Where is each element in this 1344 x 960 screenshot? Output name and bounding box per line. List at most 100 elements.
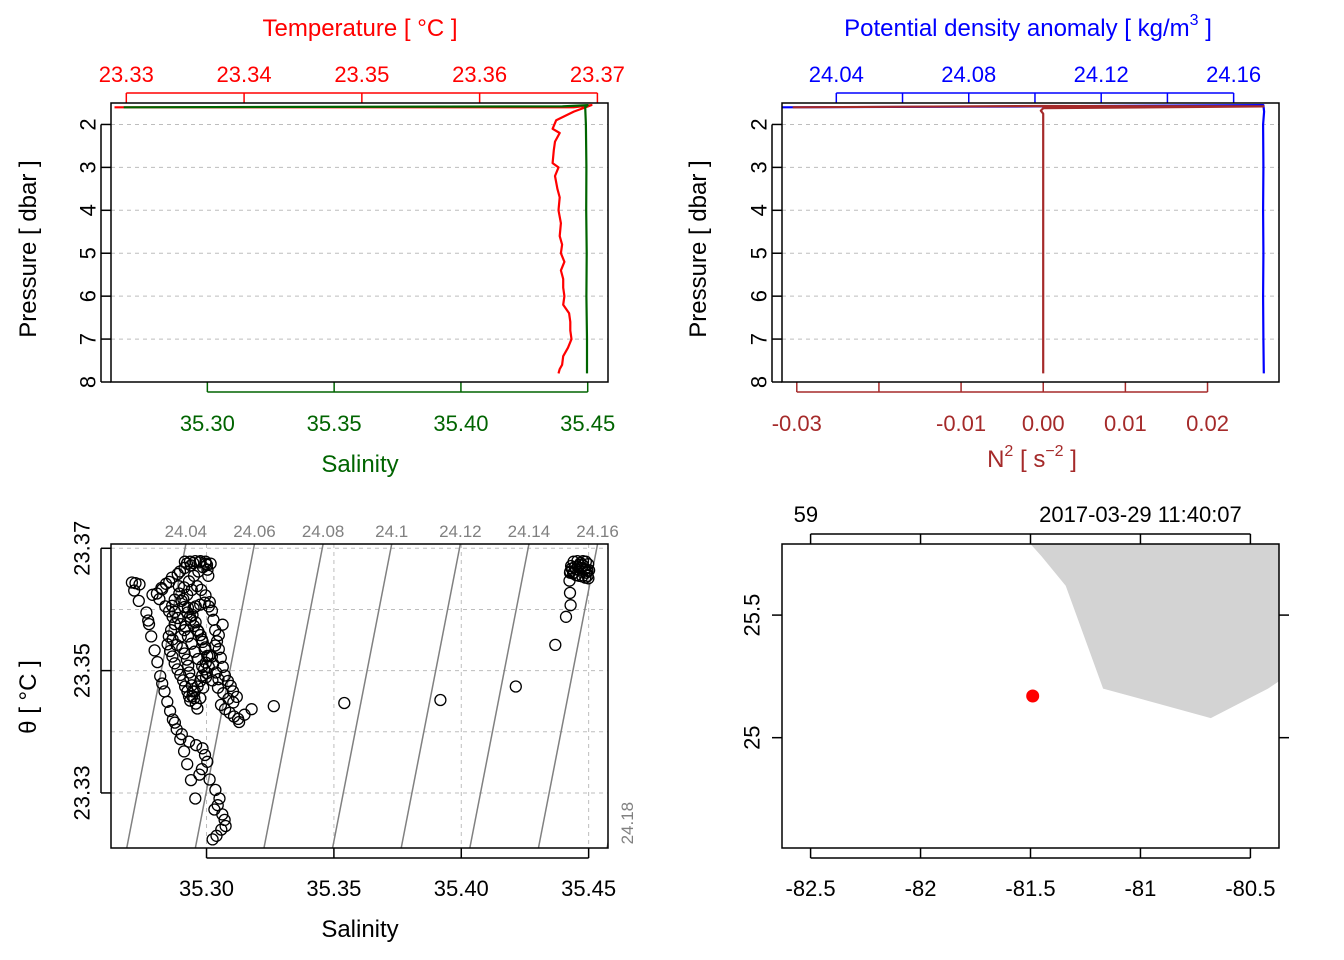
n2-tick-label: -0.03 (772, 411, 822, 436)
ts-point (203, 595, 216, 609)
ts-point (163, 704, 177, 718)
latitude-tick-label: 25 (740, 725, 765, 749)
theta-axis-label: θ [ °C ] (15, 660, 42, 734)
density-label-main: Potential density anomaly [ kg/m (844, 15, 1190, 42)
ts-point (198, 596, 211, 609)
ts-point (188, 645, 201, 658)
ts-point (184, 672, 197, 685)
ts-point (212, 643, 225, 656)
ts-point (151, 655, 164, 669)
ts-point (182, 659, 195, 672)
pressure-tick-label: 3 (747, 161, 772, 173)
ts-point (213, 792, 226, 805)
isopycnal-line (331, 544, 393, 848)
temperature-tick-label: 23.37 (570, 62, 625, 87)
ts-point (187, 602, 200, 615)
panel-station-map: -82.5 -82 -81.5 -81 -80.5 59 2017-03-29 11:40:… (740, 502, 1289, 901)
ts-point (181, 758, 194, 771)
ts-point (168, 593, 181, 606)
longitude-tick-label: -80.5 (1225, 876, 1275, 901)
ts-point (212, 628, 225, 642)
ts-point (203, 773, 216, 786)
ts-point (189, 739, 203, 752)
ts-salinity-tick-label: 35.30 (179, 876, 234, 901)
n2-label-sup: 2 (1004, 443, 1013, 460)
ts-point (434, 693, 447, 707)
n2-label-main: N (987, 446, 1004, 473)
ts-point (168, 605, 182, 619)
ts-point (549, 638, 562, 652)
ts-point (189, 792, 202, 805)
salinity-tick-label: 35.35 (307, 411, 362, 436)
pressure-tick-label: 5 (747, 247, 772, 259)
ts-point (509, 680, 522, 693)
ts-point (171, 611, 184, 625)
panel-density-n2: Potential density anomaly [ kg/m 3 ] N2 [… (685, 12, 1280, 473)
station-number-label: 59 (794, 502, 818, 527)
isopycnal-line (400, 544, 462, 848)
pressure-tick-label: 8 (76, 376, 101, 388)
theta-tick-label: 23.35 (70, 643, 95, 698)
series-salinity-line (123, 103, 589, 374)
isopycnal-label: 24.12 (439, 522, 482, 541)
n2-tick-label: 0.01 (1104, 411, 1147, 436)
isopycnal-line (263, 544, 324, 848)
ts-point (563, 586, 577, 600)
ts-point (166, 650, 179, 663)
ts-salinity-tick-label: 35.35 (306, 876, 361, 901)
isopycnal-label: 24.04 (165, 522, 208, 541)
ts-point (128, 584, 141, 597)
pressure-tick-label: 7 (76, 333, 101, 345)
isopycnal-label: 24.14 (508, 522, 551, 541)
temperature-tick-label: 23.35 (334, 62, 389, 87)
n2-label-sup2: −2 (1045, 443, 1063, 460)
ts-point (174, 630, 187, 643)
station-datetime-label: 2017-03-29 11:40:07 (1039, 502, 1242, 527)
n2-axis-label: N2 [ s−2 ] (987, 443, 1077, 473)
ts-point (219, 819, 232, 833)
ts-point (193, 768, 206, 781)
isopycnal-label: 24.18 (618, 802, 637, 845)
ts-point (204, 557, 217, 570)
isopycnal-line (469, 544, 530, 848)
ts-point (179, 620, 192, 633)
longitude-tick-label: -82.5 (786, 876, 836, 901)
ts-point (158, 685, 171, 698)
n2-tick-label: 0.02 (1186, 411, 1229, 436)
series-n2-line (792, 104, 1265, 374)
ts-point (195, 762, 209, 776)
n2-tick-label: -0.01 (936, 411, 986, 436)
pressure-axis-label-2: Pressure [ dbar ] (685, 160, 712, 337)
ts-point (172, 580, 185, 593)
ts-point (223, 706, 236, 719)
temperature-tick-label: 23.33 (99, 62, 154, 87)
ts-point (162, 630, 175, 643)
ts-point (153, 592, 166, 606)
plot-frame (781, 543, 1280, 849)
plot-frame (110, 102, 609, 383)
isopycnal-label: 24.06 (233, 522, 276, 541)
ts-point (224, 679, 237, 693)
ts-point (183, 666, 196, 679)
ts-point (177, 745, 191, 758)
ts-point (567, 566, 581, 579)
ts-point (200, 666, 213, 680)
ts-point (168, 716, 182, 729)
ts-point (146, 588, 159, 601)
ts-point (185, 679, 198, 692)
ts-point (205, 650, 219, 663)
theta-tick-label: 23.37 (70, 521, 95, 576)
density-tick-label: 24.08 (941, 62, 996, 87)
salinity-tick-label: 35.30 (180, 411, 235, 436)
series-temperature-line (114, 103, 593, 374)
ts-point (156, 677, 169, 690)
salinity-axis-label: Salinity (321, 451, 398, 478)
ts-point (338, 696, 351, 710)
ts-point (199, 555, 212, 568)
pressure-tick-label: 8 (747, 376, 772, 388)
isopycnal-label: 24.08 (302, 522, 345, 541)
density-label-end: ] (1199, 15, 1212, 42)
pressure-tick-label: 4 (76, 204, 101, 216)
ts-point (164, 624, 178, 637)
